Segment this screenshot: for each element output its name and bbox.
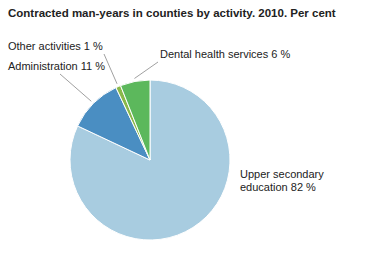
pie-slice: [70, 80, 230, 240]
slice-label: Dental health services 6 %: [160, 48, 290, 60]
slice-label: Administration 11 %: [8, 60, 105, 72]
labels: Upper secondaryeducation 82 % Administrat…: [8, 40, 324, 193]
slice-label-line: Dental health services 6 %: [160, 48, 290, 60]
title: Contracted man-years in counties by acti…: [8, 7, 336, 19]
slice-label-line: education 82 %: [240, 181, 316, 193]
leader-line: [60, 74, 91, 101]
leader-line: [134, 62, 158, 78]
chart: Contracted man-years in counties by acti…: [0, 0, 370, 259]
slice-label-line: Administration 11 %: [8, 60, 105, 72]
leader-line: [104, 54, 117, 84]
slice-label: Upper secondaryeducation 82 %: [240, 168, 324, 193]
slice-label-line: Other activities 1 %: [8, 40, 103, 52]
slice-label: Other activities 1 %: [8, 40, 103, 52]
slices: [70, 80, 230, 240]
slice-label-line: Upper secondary: [240, 168, 324, 180]
pie-slice: [121, 80, 150, 160]
